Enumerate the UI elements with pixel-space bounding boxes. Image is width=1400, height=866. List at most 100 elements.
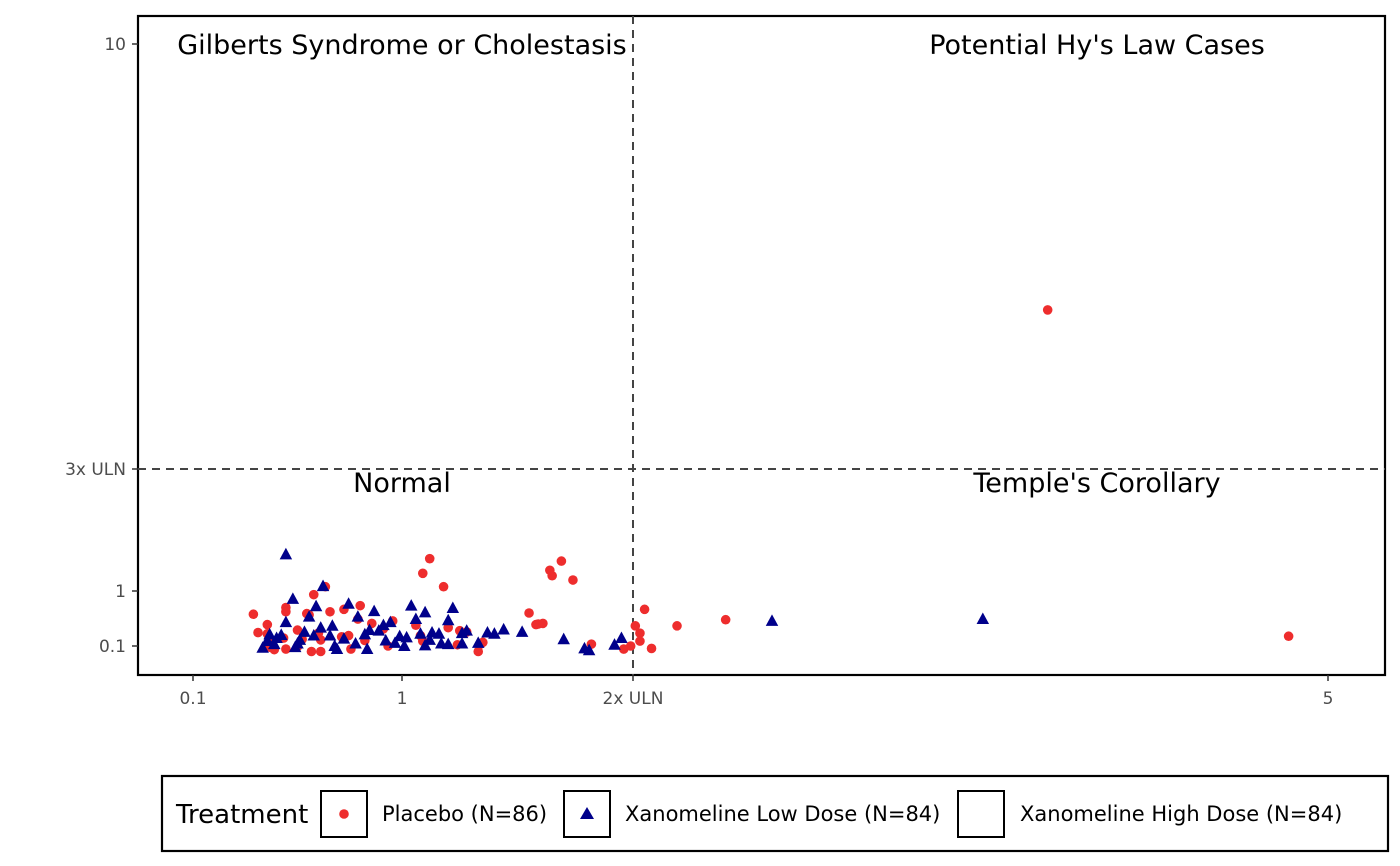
data-point <box>342 597 355 609</box>
y-tick-label: 3x ULN <box>65 460 126 480</box>
data-point <box>268 637 281 650</box>
legend-entry-label: Xanomeline Low Dose (N=84) <box>625 802 940 826</box>
data-point <box>615 631 628 644</box>
data-point <box>281 606 291 617</box>
quadrant-label-top-right: Potential Hy's Law Cases <box>929 30 1265 61</box>
data-point <box>423 633 436 645</box>
data-point <box>351 610 365 622</box>
x-tick-label: 1 <box>397 689 408 709</box>
y-tick-label: 10 <box>104 35 126 55</box>
data-point <box>976 612 990 625</box>
x-tick-label: 2x ULN <box>603 689 664 709</box>
data-point <box>557 632 570 645</box>
data-point <box>630 621 641 631</box>
data-point <box>556 556 567 566</box>
data-point <box>545 565 555 576</box>
quadrant-label-bottom-right: Temple's Corollary <box>972 468 1220 499</box>
y-tick-label: 1 <box>115 582 126 602</box>
data-point <box>256 641 269 653</box>
data-point <box>323 629 337 641</box>
data-point <box>372 624 386 636</box>
data-point <box>460 624 473 636</box>
data-point <box>400 630 413 643</box>
series-xanomeline-low-dose <box>256 547 990 656</box>
data-point <box>765 614 779 626</box>
data-point <box>306 646 317 657</box>
data-point <box>388 636 402 648</box>
data-point <box>635 628 645 638</box>
data-point <box>414 627 427 639</box>
data-point <box>314 621 327 633</box>
legend-marker-circle <box>339 809 349 819</box>
data-point <box>355 600 366 611</box>
data-point <box>418 605 432 618</box>
data-point <box>639 604 650 615</box>
data-point <box>325 606 335 617</box>
data-point <box>316 579 330 592</box>
data-point <box>293 633 307 645</box>
data-point <box>625 641 636 651</box>
data-point <box>308 589 319 600</box>
data-point <box>471 636 485 648</box>
data-point <box>424 553 435 564</box>
legend-key <box>957 790 1005 838</box>
data-point <box>326 619 339 631</box>
data-point <box>635 636 645 646</box>
data-point <box>441 637 455 650</box>
y-tick-label: 0.1 <box>99 637 126 657</box>
data-point <box>608 638 621 650</box>
data-point <box>261 633 274 646</box>
data-point <box>286 592 300 604</box>
data-point <box>1283 631 1294 642</box>
data-point <box>720 614 731 625</box>
data-point <box>1042 305 1053 315</box>
data-point <box>409 612 423 625</box>
data-point <box>379 633 392 646</box>
data-point <box>363 623 376 636</box>
data-point <box>538 618 548 629</box>
quadrant-label-top-left: Gilberts Syndrome or Cholestasis <box>177 30 627 61</box>
data-point <box>473 646 484 657</box>
quadrant-label-bottom-left: Normal <box>353 468 451 499</box>
data-point <box>455 636 469 649</box>
legend-entry-label: Placebo (N=86) <box>382 802 547 826</box>
data-point <box>302 610 316 622</box>
data-point <box>646 643 657 654</box>
legend-title: Treatment <box>175 800 308 830</box>
data-point <box>398 639 411 651</box>
data-point <box>298 625 311 637</box>
data-point <box>307 629 321 641</box>
data-point <box>481 625 494 638</box>
data-point <box>441 613 455 626</box>
data-point <box>568 575 578 585</box>
data-point <box>328 639 341 651</box>
plot-panel-border <box>136 14 1387 677</box>
data-point <box>515 625 529 637</box>
data-point <box>263 627 276 640</box>
data-point <box>274 628 288 640</box>
data-point <box>672 621 682 631</box>
axes: 0.1 1 2x ULN 5 0.1 1 3x ULN 10 <box>65 35 1333 709</box>
data-point <box>292 625 303 635</box>
legend-entry-label: Xanomeline High Dose (N=84) <box>1020 802 1342 826</box>
data-point <box>438 581 449 592</box>
data-point <box>262 619 273 630</box>
data-point <box>367 604 381 617</box>
data-point <box>417 568 428 579</box>
plot-area: Gilberts Syndrome or Cholestasis Potentia… <box>136 14 1387 677</box>
data-point <box>384 615 397 628</box>
data-point <box>337 632 351 644</box>
x-tick-label: 0.1 <box>179 689 206 709</box>
data-point <box>582 643 596 656</box>
data-point <box>279 615 293 628</box>
data-point <box>248 609 259 620</box>
data-point <box>360 642 374 655</box>
data-point <box>309 599 323 612</box>
x-tick-label: 5 <box>1323 689 1334 709</box>
data-point <box>404 599 418 611</box>
data-point <box>524 608 534 618</box>
data-point <box>497 622 510 635</box>
data-point <box>446 601 460 614</box>
data-point <box>281 644 291 654</box>
